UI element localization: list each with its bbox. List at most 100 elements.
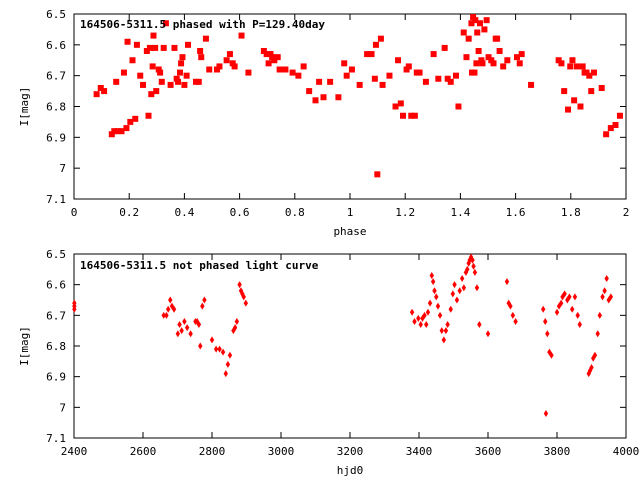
data-point [543,317,548,325]
data-point [490,60,497,67]
data-point [145,112,152,119]
data-point [437,311,443,319]
data-point [473,60,480,67]
data-point [178,60,185,67]
data-point [474,29,481,36]
data-point [496,48,503,54]
data-point [175,78,182,85]
phased-plot-title: 164506-5311.5 phased with P=129.40day [80,18,325,31]
data-point [146,44,153,51]
data-point [213,66,220,73]
data-point [196,321,202,329]
data-point [263,51,270,58]
data-point [392,103,399,110]
data-point [379,81,386,88]
data-point [463,54,470,61]
data-point [558,299,564,307]
data-point [589,363,594,371]
data-point [455,103,462,110]
y-tick-label: 6.6 [46,279,66,292]
y-tick-label: 7.1 [46,432,66,445]
data-point [432,287,437,295]
data-point [412,317,417,325]
x-tick-label: 3200 [337,445,364,458]
data-point [161,311,166,319]
data-point [137,72,144,79]
data-point [488,57,495,64]
data-point [516,60,523,67]
data-point [444,75,451,82]
data-point [202,296,207,304]
data-point [341,60,348,67]
data-point [216,63,223,70]
data-point [274,54,281,61]
data-point [93,91,100,98]
phased-plot-ticks: 0 0.2 0.4 0.6 0.8 1 1.2 1.4 1.6 1.8 2 6.5 6.6 6.7 6.8 6… [46,8,629,219]
data-point [168,296,173,304]
data-point [399,112,406,119]
data-point [271,57,278,64]
data-point [223,370,228,378]
data-point [602,287,607,295]
phased-plot-x-axis-label: phase [333,225,366,238]
data-point [374,171,381,178]
data-point [175,330,181,338]
data-point [457,287,462,295]
phased-plot-y-axis-label: I[mag] [18,87,31,127]
data-point [403,66,410,73]
data-point [276,66,283,73]
data-point [528,81,535,88]
data-point [150,32,157,39]
data-point [123,125,130,132]
data-point [567,63,574,70]
data-point [443,327,449,335]
data-point [470,14,477,21]
data-point [494,35,501,42]
data-point [418,321,423,329]
data-point [312,97,319,104]
unphased-plot-ticks: 2400 2600 2800 3000 3200 3400 3600 3800 4000 6.5 6… [46,248,639,458]
data-point [468,20,475,27]
data-point [504,57,511,64]
data-point [518,51,525,58]
data-point [184,41,191,48]
y-tick-label: 6.8 [46,101,66,114]
data-point [435,75,442,82]
data-point [202,35,209,42]
data-point [555,57,562,64]
data-point [182,317,187,325]
data-point [472,268,478,276]
x-tick-label: 0.6 [230,206,250,219]
data-point [184,324,190,332]
data-point [424,321,429,329]
data-point [372,41,379,48]
data-point [504,278,510,286]
unphased-plot-points [72,253,614,417]
data-point [612,122,619,128]
y-tick-label: 6.5 [46,248,66,261]
x-tick-label: 3800 [544,445,571,458]
data-point [395,57,402,64]
data-point [356,81,363,88]
data-point [118,128,125,135]
data-point [177,321,182,329]
data-point [607,125,614,132]
data-point [371,75,378,82]
data-point [72,305,77,313]
data-point [471,262,476,270]
data-point [269,54,276,61]
x-tick-label: 3400 [406,445,433,458]
data-point [481,26,488,33]
data-point [479,60,486,67]
data-point [461,284,467,292]
y-tick-label: 6.7 [46,309,66,322]
data-point [405,63,412,70]
data-point [143,48,150,54]
phased-plot-panel: 0 0.2 0.4 0.6 0.8 1 1.2 1.4 1.6 1.8 2 6.5 6.6 6.7 6.8 6… [18,8,629,238]
x-tick-label: 0.4 [174,206,194,219]
data-point [198,342,203,350]
data-point [179,54,186,61]
data-point [472,17,479,24]
unphased-plot-panel: 2400 2600 2800 3000 3200 3400 3600 3800 4000 6.5 6… [18,248,639,477]
